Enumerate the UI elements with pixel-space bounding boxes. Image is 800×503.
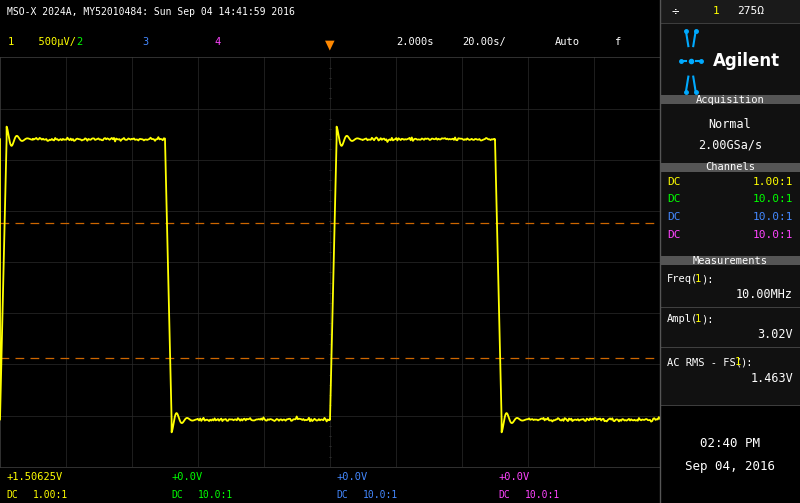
Text: Freq(: Freq( xyxy=(667,274,698,284)
Text: DC: DC xyxy=(498,490,510,500)
Text: 1: 1 xyxy=(714,6,720,16)
Text: MSO-X 2024A, MY52010484: Sun Sep 04 14:41:59 2016: MSO-X 2024A, MY52010484: Sun Sep 04 14:4… xyxy=(6,7,294,17)
Text: 1: 1 xyxy=(8,37,14,47)
Text: 1.463V: 1.463V xyxy=(750,372,793,385)
Text: f: f xyxy=(614,37,620,47)
Text: DC: DC xyxy=(667,194,681,204)
Text: AC RMS - FS(: AC RMS - FS( xyxy=(667,357,742,367)
Text: ):: ): xyxy=(701,274,714,284)
Text: 10.0:1: 10.0:1 xyxy=(753,194,793,204)
Text: DC: DC xyxy=(667,212,681,222)
Text: 3.02V: 3.02V xyxy=(758,328,793,341)
Text: Auto: Auto xyxy=(554,37,579,47)
Text: 3: 3 xyxy=(142,37,148,47)
Text: Measurements: Measurements xyxy=(693,256,767,266)
Text: 1: 1 xyxy=(695,274,702,284)
Bar xyxy=(660,257,800,405)
Bar xyxy=(660,163,800,172)
Text: Sep 04, 2016: Sep 04, 2016 xyxy=(685,460,775,473)
Text: 500μV/: 500μV/ xyxy=(26,37,77,47)
Text: 10.0:1: 10.0:1 xyxy=(753,230,793,240)
Text: Agilent: Agilent xyxy=(714,52,780,70)
Text: Normal: Normal xyxy=(709,118,751,131)
Text: DC: DC xyxy=(337,490,348,500)
Text: 2.00GSa/s: 2.00GSa/s xyxy=(698,138,762,151)
Text: DC: DC xyxy=(667,177,681,187)
Bar xyxy=(660,101,800,163)
Text: 02:40 PM: 02:40 PM xyxy=(700,437,760,450)
Text: 10.0:1: 10.0:1 xyxy=(198,490,234,500)
Text: Ampl(: Ampl( xyxy=(667,314,698,324)
Text: 1.00:1: 1.00:1 xyxy=(753,177,793,187)
Bar xyxy=(660,23,800,101)
Text: +1.50625V: +1.50625V xyxy=(6,471,63,481)
Bar xyxy=(660,163,800,257)
Text: +0.0V: +0.0V xyxy=(498,471,530,481)
Text: ÷: ÷ xyxy=(671,5,678,18)
Text: DC: DC xyxy=(6,490,18,500)
Text: ):: ): xyxy=(740,357,753,367)
Text: 4: 4 xyxy=(214,37,221,47)
Text: 2.000s: 2.000s xyxy=(396,37,434,47)
Text: 1: 1 xyxy=(734,357,741,367)
Text: 20.00s/: 20.00s/ xyxy=(462,37,506,47)
Bar xyxy=(660,95,800,104)
Text: 275Ω: 275Ω xyxy=(737,6,764,16)
Text: 10.0:1: 10.0:1 xyxy=(753,212,793,222)
Text: Channels: Channels xyxy=(705,162,755,173)
Text: 2: 2 xyxy=(76,37,82,47)
Text: ▼: ▼ xyxy=(325,38,335,51)
Text: DC: DC xyxy=(171,490,183,500)
Text: DC: DC xyxy=(667,230,681,240)
Text: 10.00MHz: 10.00MHz xyxy=(736,288,793,301)
Bar xyxy=(660,0,800,23)
Text: ):: ): xyxy=(701,314,714,324)
Text: 10.0:1: 10.0:1 xyxy=(525,490,560,500)
Text: 10.0:1: 10.0:1 xyxy=(363,490,398,500)
Text: Acquisition: Acquisition xyxy=(696,95,764,105)
Text: +0.0V: +0.0V xyxy=(171,471,203,481)
Text: 1: 1 xyxy=(695,314,702,324)
Bar xyxy=(660,256,800,265)
Text: 1.00:1: 1.00:1 xyxy=(33,490,68,500)
Text: +0.0V: +0.0V xyxy=(337,471,368,481)
